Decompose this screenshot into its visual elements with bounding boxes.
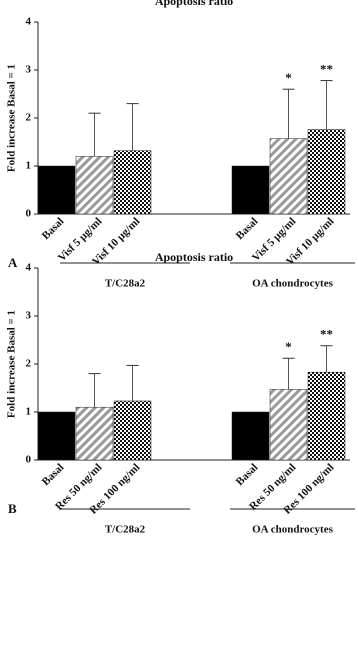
significance-mark: * <box>285 339 292 354</box>
y-axis-label: Fold increase Basal = 1 <box>6 310 18 418</box>
significance-mark: ** <box>320 327 333 342</box>
y-tick-label: 2 <box>26 112 32 124</box>
x-tick-label: Basal <box>40 461 67 488</box>
y-tick-label: 0 <box>26 454 32 466</box>
x-tick-label: Basal <box>234 215 261 242</box>
y-axis-label: Fold increase Basal = 1 <box>6 64 18 172</box>
x-tick-label: Basal <box>234 461 261 488</box>
bar <box>37 165 76 215</box>
panel-label: B <box>8 501 17 516</box>
bar <box>37 411 76 461</box>
chart-title: Apoptosis ratio <box>155 250 233 264</box>
x-tick-label: Basal <box>40 215 67 242</box>
bar <box>231 165 270 215</box>
bar <box>113 150 152 215</box>
y-tick-label: 3 <box>26 64 32 76</box>
bar <box>75 406 114 461</box>
group-label: T/C28a2 <box>105 278 146 290</box>
panel-label: A <box>8 255 18 270</box>
group-label: T/C28a2 <box>105 524 146 536</box>
bar <box>113 400 152 461</box>
bar <box>269 389 308 461</box>
bar <box>231 411 270 461</box>
significance-mark: * <box>285 70 292 85</box>
y-tick-label: 2 <box>26 358 32 370</box>
y-tick-label: 0 <box>26 208 32 220</box>
bar <box>307 129 346 215</box>
y-tick-label: 3 <box>26 310 32 322</box>
group-label: OA chondrocytes <box>252 278 333 290</box>
y-tick-label: 1 <box>26 160 32 172</box>
y-tick-label: 1 <box>26 406 32 418</box>
bar <box>307 371 346 461</box>
chart-title: Apoptosis ratio <box>155 0 233 8</box>
group-label: OA chondrocytes <box>252 524 333 536</box>
significance-mark: ** <box>320 62 333 77</box>
y-tick-label: 4 <box>26 262 32 274</box>
y-tick-label: 4 <box>26 16 32 28</box>
bar <box>75 156 114 215</box>
bar <box>269 138 308 215</box>
